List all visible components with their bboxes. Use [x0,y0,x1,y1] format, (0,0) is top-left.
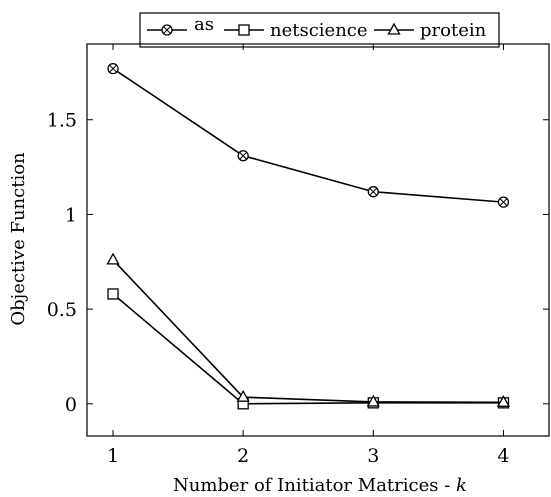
legend-label: protein [420,20,487,41]
x-tick-label: 3 [367,445,379,467]
legend-box [139,12,500,48]
series-layer [106,62,511,410]
data-point-protein [106,252,120,265]
data-point-as [107,62,119,75]
x-axis-label: Number of Initiator Matrices - k [173,475,467,496]
data-point-as [237,150,249,162]
legend-entry-netscience: netscience [224,20,368,41]
x-tick-label: 4 [497,445,509,467]
data-point-protein [496,394,511,407]
x-tick-label: 1 [107,445,119,467]
legend-marker-netscience [238,24,250,36]
data-point-as [497,196,510,208]
y-tick-label: 0.5 [47,299,77,321]
legend-marker-as [161,24,173,36]
data-point-netscience [107,288,119,300]
legend-marker-protein [387,22,401,35]
plot-frame [86,43,550,437]
x-axis-label-text: Number of Initiator Matrices - [173,475,456,496]
series-protein [106,252,511,407]
legend: as netscience protein [139,12,500,48]
data-point-protein [236,389,250,402]
legend-label: as [194,14,214,35]
legend-label: netscience [270,20,368,41]
y-axis-label: Objective Function [8,152,29,326]
series-as [107,62,510,208]
series-line-as [112,67,504,203]
legend-entry-protein: protein [374,20,487,41]
x-axis-label-variable: k [456,475,467,496]
series-line-protein [112,259,504,404]
legend-entry-as: as [147,14,214,36]
axis-ticks: 1 2 3 4 0 0.5 1 1.5 [47,44,549,467]
data-point-as [367,186,379,198]
data-point-protein [366,394,380,407]
y-tick-label: 0 [65,394,77,416]
series-netscience [107,288,510,410]
x-tick-label: 2 [237,445,249,467]
y-tick-label: 1 [65,204,77,226]
series-line-netscience [112,293,504,405]
y-tick-label: 1.5 [47,110,77,132]
